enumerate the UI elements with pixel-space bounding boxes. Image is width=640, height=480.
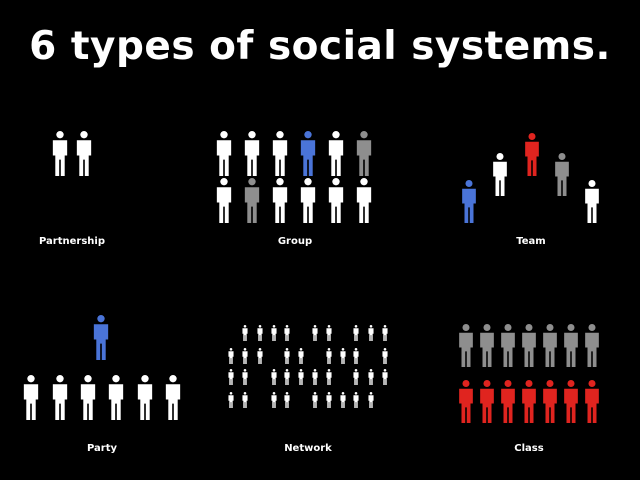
person-icon [564, 324, 578, 367]
person-icon [271, 369, 277, 385]
person-icon [585, 324, 599, 367]
person-icon [585, 180, 599, 223]
person-icon [328, 131, 344, 176]
network-label: Network [284, 443, 332, 454]
person-icon [244, 131, 260, 176]
person-icon [312, 392, 318, 408]
person-icon [522, 380, 536, 423]
person-icon [356, 131, 372, 176]
team-figures [462, 133, 599, 223]
person-icon [543, 380, 557, 423]
person-icon [298, 369, 304, 385]
person-icon [368, 325, 374, 341]
person-icon [328, 178, 344, 223]
person-icon [459, 380, 473, 423]
person-icon [271, 392, 277, 408]
person-icon [459, 324, 473, 367]
person-icon [108, 375, 124, 420]
person-icon [543, 324, 557, 367]
page-title: 6 types of social systems. [29, 24, 611, 69]
person-icon [300, 131, 316, 176]
class-figures [459, 324, 599, 423]
person-icon [242, 348, 248, 364]
person-icon [216, 178, 232, 223]
person-icon [242, 392, 248, 408]
person-icon [326, 325, 332, 341]
person-icon [80, 375, 96, 420]
person-icon [493, 153, 507, 196]
person-icon [501, 324, 515, 367]
party-figures [23, 315, 181, 420]
person-icon [284, 369, 290, 385]
person-icon [312, 325, 318, 341]
leader-person-icon [93, 315, 109, 360]
person-icon [382, 348, 388, 364]
person-icon [353, 369, 359, 385]
person-icon [284, 325, 290, 341]
person-icon [216, 131, 232, 176]
person-icon [272, 131, 288, 176]
person-icon [480, 380, 494, 423]
person-icon [356, 178, 372, 223]
group-figures [216, 131, 372, 223]
person-icon [52, 131, 68, 176]
person-icon [284, 348, 290, 364]
person-icon [564, 380, 578, 423]
network-figures [228, 325, 388, 408]
person-icon [340, 348, 346, 364]
person-icon [480, 324, 494, 367]
person-icon [228, 348, 234, 364]
person-icon [522, 324, 536, 367]
class-label: Class [514, 443, 544, 454]
person-icon [271, 325, 277, 341]
person-icon [312, 369, 318, 385]
person-icon [340, 392, 346, 408]
person-icon [23, 375, 39, 420]
person-icon [298, 348, 304, 364]
person-icon [52, 375, 68, 420]
person-icon [228, 392, 234, 408]
person-icon [555, 153, 569, 196]
group-label: Group [277, 236, 313, 247]
person-icon [525, 133, 539, 176]
person-icon [257, 325, 263, 341]
person-icon [257, 348, 263, 364]
person-icon [137, 375, 153, 420]
person-icon [242, 325, 248, 341]
person-icon [228, 369, 234, 385]
person-icon [585, 380, 599, 423]
person-icon [326, 348, 332, 364]
person-icon [284, 392, 290, 408]
person-icon [368, 392, 374, 408]
person-icon [300, 178, 316, 223]
person-icon [501, 380, 515, 423]
person-icon [76, 131, 92, 176]
person-icon [353, 348, 359, 364]
person-icon [462, 180, 476, 223]
person-icon [382, 369, 388, 385]
person-icon [272, 178, 288, 223]
person-icon [244, 178, 260, 223]
person-icon [326, 392, 332, 408]
partnership-figures [52, 131, 92, 176]
team-label: Team [516, 236, 546, 247]
person-icon [326, 369, 332, 385]
person-icon [368, 369, 374, 385]
partnership-label: Partnership [38, 236, 105, 247]
person-icon [165, 375, 181, 420]
person-icon [242, 369, 248, 385]
person-icon [353, 392, 359, 408]
party-label: Party [86, 443, 118, 454]
person-icon [353, 325, 359, 341]
person-icon [382, 325, 388, 341]
